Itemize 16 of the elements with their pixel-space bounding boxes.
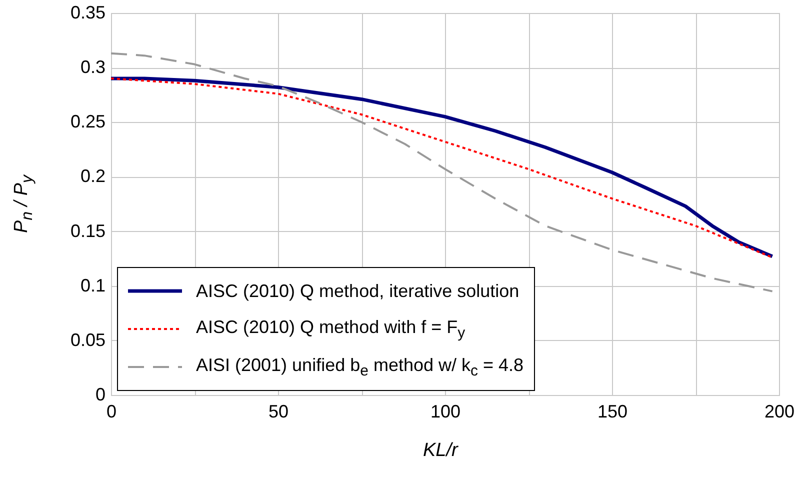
y-tick-label: 0.1	[80, 275, 106, 296]
y-tick-label: 0.15	[70, 220, 106, 241]
y-tick-label: 0.2	[80, 166, 106, 186]
legend-label: AISC (2010) Q method with f = F$_{y}$	[196, 316, 466, 342]
y-tick-label: 0.05	[70, 330, 106, 350]
legend-label: AISC (2010) Q method, iterative solution	[196, 280, 520, 302]
y-tick-label: 0.35	[70, 2, 106, 22]
x-axis-title: KL/r	[423, 440, 458, 462]
legend-label: AISI (2001) unified b$_{e}$ method w/ k$_{c}$ = 4.8	[196, 354, 524, 380]
x-tick-label: 150	[597, 402, 628, 422]
y-tick-label: 0.3	[80, 57, 106, 78]
x-tick-label: 200	[764, 402, 795, 422]
x-tick-label: 100	[430, 402, 461, 422]
y-tick-label: 0.25	[70, 112, 106, 132]
x-tick-label: 50	[268, 402, 289, 422]
y-tick-label: 0	[95, 384, 106, 404]
